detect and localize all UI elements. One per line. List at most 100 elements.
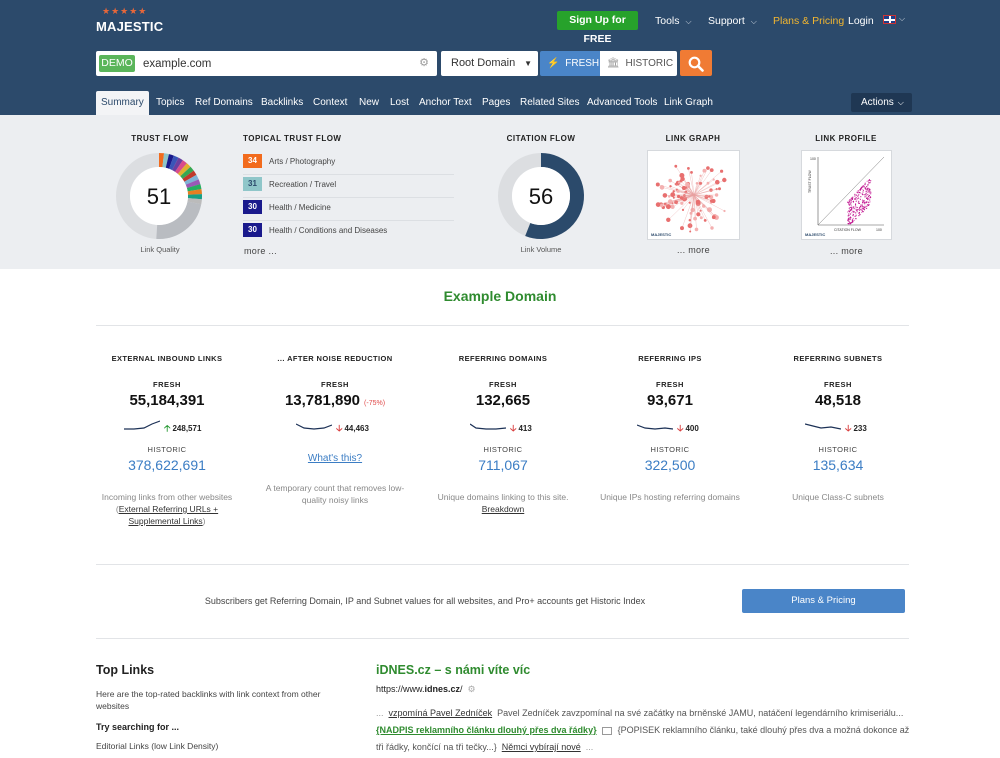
tab-anchor-text[interactable]: Anchor Text [419,97,472,108]
graph-node [711,215,716,220]
trust-flow-donut[interactable]: 51 [115,152,203,240]
anchor-link[interactable]: vzpomíná Pavel Zedníček [388,708,493,718]
graph-node [709,168,714,172]
profile-point [861,206,864,208]
citation-flow-value: 56 [529,184,553,209]
topic-row[interactable]: 34 Arts / Photography [243,152,454,175]
tab-advanced-tools[interactable]: Advanced Tools [587,97,658,108]
trust-flow-segment [185,179,201,189]
trend-sparkline[interactable]: 🡣 233 [753,414,923,438]
profile-point [850,206,852,208]
link-profile-thumbnail[interactable]: TRUST FLOW CITATION FLOW 100 100 MAJESTI… [801,150,892,240]
trust-flow-segment [162,153,170,168]
historic-index-button[interactable]: 🏛 HISTORIC [600,51,677,76]
chevron-down-icon: ⌵ [685,17,692,26]
nav-support[interactable]: Support ⌵ [708,15,757,27]
majestic-logo[interactable]: ★★★★★ MAJESTIC [96,6,163,36]
nav-login[interactable]: Login [848,15,874,27]
search-input[interactable] [143,55,413,72]
graph-edge [689,194,695,203]
tab-topics[interactable]: Topics [156,97,185,108]
delta-value: 400 [685,424,699,433]
whats-this-link[interactable]: What's this? [307,453,363,464]
link-graph-more-link[interactable]: ... more [677,245,710,255]
trend-sparkline[interactable]: 🡣 44,463 [250,414,420,438]
profile-point [864,205,866,207]
graph-node [709,188,713,192]
external-referring-urls-link[interactable]: External Referring URLs + Supplemental L… [118,504,219,526]
chevron-down-icon[interactable]: ⌵ [899,14,906,23]
topic-score-badge: 30 [243,200,262,214]
tab-related-sites[interactable]: Related Sites [520,97,580,108]
graph-edge [693,194,725,212]
tab-summary[interactable]: Summary [96,91,149,115]
profile-point [849,213,852,215]
breakdown-link[interactable]: Breakdown [481,504,525,514]
profile-point [855,209,857,211]
historic-value[interactable]: 711,067 [478,457,528,473]
graph-edge [693,168,709,196]
plans-pricing-button[interactable]: Plans & Pricing [742,589,905,613]
scope-select[interactable]: Root Domain ▼ [441,51,538,76]
profile-point [861,193,863,195]
stat-description: Unique domains linking to this site. Bre… [437,492,569,514]
graph-node [699,174,702,177]
editorial-links-option[interactable]: Editorial Links (low Link Density) [96,741,219,751]
fresh-value: 93,671 [647,392,693,409]
actions-menu[interactable]: Actions ⌵ [851,93,912,112]
profile-point [855,200,857,202]
stat-description: A temporary count that removes low-quali… [265,483,405,505]
trend-sparkline[interactable]: 🡡 248,571 [82,414,252,438]
historic-value[interactable]: 378,622,691 [128,457,206,473]
tab-ref-domains[interactable]: Ref Domains [195,97,253,108]
trend-sparkline[interactable]: 🡣 413 [418,414,588,438]
uk-flag-icon[interactable] [883,15,896,24]
profile-point [868,188,870,190]
fresh-label: FRESH [565,58,600,69]
historic-value[interactable]: 322,500 [644,457,696,473]
topic-name: Health / Medicine [269,203,331,212]
gear-icon[interactable]: ⚙ [467,684,476,694]
tab-backlinks[interactable]: Backlinks [261,97,304,108]
featured-link-url[interactable]: https://www.idnes.cz/⚙ [376,684,476,694]
profile-point [856,198,858,200]
featured-link-title[interactable]: iDNES.cz – s námi víte víc [376,663,531,677]
profile-point [848,211,851,213]
tab-new[interactable]: New [359,97,380,108]
profile-point [866,189,869,191]
tab-pages[interactable]: Pages [482,97,511,108]
tab-lost[interactable]: Lost [390,97,409,108]
tab-link-graph[interactable]: Link Graph [664,97,713,108]
trend-sparkline[interactable]: 🡣 400 [585,414,755,438]
fresh-index-button[interactable]: ⚡ FRESH [540,51,600,76]
topic-row[interactable]: 30 Health / Conditions and Diseases [243,221,454,244]
citation-flow-donut[interactable]: 56 [497,152,585,240]
anchor-link[interactable]: Němci vybírají nové [501,742,581,752]
topics-more-link[interactable]: more ... [244,246,277,256]
graph-node [703,219,707,222]
profile-point [850,204,852,206]
nav-tools[interactable]: Tools ⌵ [655,15,692,27]
historic-value[interactable]: 135,634 [812,457,864,473]
profile-point [867,198,869,201]
search-button[interactable] [680,50,712,76]
delta-value: 44,463 [344,424,369,433]
profile-point [847,211,849,213]
topic-row[interactable]: 31 Recreation / Travel [243,175,454,198]
profile-point [853,219,855,221]
profile-point [854,198,856,200]
fresh-value: 13,781,890 (-75%) [284,392,386,409]
profile-point [847,215,849,217]
link-profile-more-link[interactable]: ... more [830,246,863,256]
anchor-link-highlighted[interactable]: {NADPIS reklamního článku dlouhý přes dv… [376,725,597,735]
graph-node [659,185,665,190]
nav-plans-pricing[interactable]: Plans & Pricing [773,15,845,27]
graph-node [679,196,684,200]
link-graph-thumbnail[interactable]: MAJESTIC [647,150,740,240]
signup-button[interactable]: Sign Up for FREE [557,11,638,45]
settings-gear-icon[interactable]: ⚙ [419,57,429,69]
profile-point [855,194,857,196]
profile-point [858,197,860,199]
tab-context[interactable]: Context [313,97,348,108]
topic-row[interactable]: 30 Health / Medicine [243,198,454,221]
